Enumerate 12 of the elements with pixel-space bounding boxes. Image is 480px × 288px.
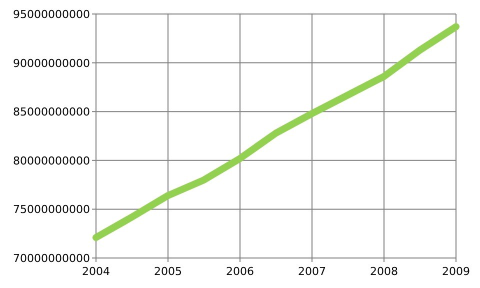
x-tick-label: 2007 — [298, 265, 326, 278]
x-tick-label: 2006 — [226, 265, 254, 278]
y-tick-label: 95000000000 — [13, 8, 90, 21]
y-tick-label: 85000000000 — [13, 106, 90, 119]
x-tick-label: 2008 — [370, 265, 398, 278]
y-tick-label: 80000000000 — [13, 154, 90, 168]
y-tick-label: 70000000000 — [13, 252, 90, 265]
x-tick-label: 2005 — [154, 265, 182, 278]
y-tick-label: 75000000000 — [13, 203, 90, 216]
x-tick-label: 2009 — [442, 265, 470, 278]
x-tick-label: 2004 — [82, 265, 110, 278]
y-tick-label: 90000000000 — [13, 56, 90, 70]
